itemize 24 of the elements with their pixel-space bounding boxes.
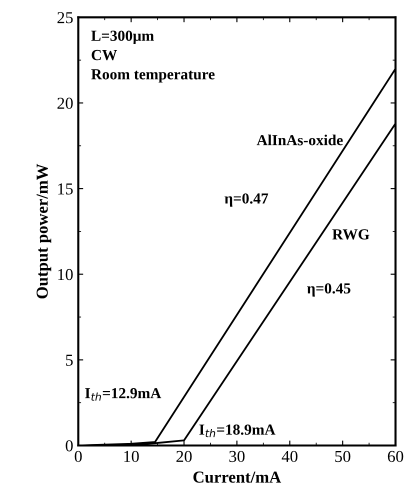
x-axis-title: Current/mA <box>193 472 282 483</box>
x-tick-label: 10 <box>124 450 139 462</box>
annotation: I$_{th}$=12.9mA <box>85 388 162 401</box>
series-label: AlInAs-oxide <box>256 134 343 146</box>
annotation: I$_{th}$=18.9mA <box>199 424 276 438</box>
x-tick-label: 40 <box>282 450 298 462</box>
y-tick-label: 10 <box>58 268 73 280</box>
y-tick-label: 5 <box>66 354 73 366</box>
x-tick-label: 50 <box>335 450 350 462</box>
y-tick-label: 20 <box>57 98 73 109</box>
annotation: L=300μm <box>91 30 154 44</box>
y-axis-title: Output power/mW <box>36 164 52 298</box>
x-tick-label: 60 <box>388 450 404 462</box>
x-tick-label: 20 <box>176 450 192 462</box>
annotation: η=0.47 <box>224 193 268 207</box>
annotation: η=0.45 <box>307 283 350 297</box>
x-tick-label: 0 <box>74 450 82 462</box>
legend-label: RWG <box>332 229 370 240</box>
y-tick-label: 25 <box>57 12 73 24</box>
y-tick-label: 0 <box>66 440 73 452</box>
y-tick-label: 15 <box>58 183 73 195</box>
x-tick-label: 30 <box>229 450 245 462</box>
annotation: Room temperature <box>91 69 215 83</box>
annotation: CW <box>92 50 118 60</box>
